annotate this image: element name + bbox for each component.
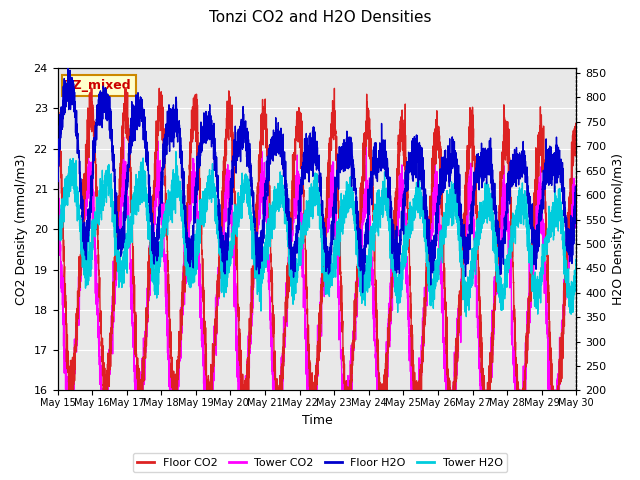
X-axis label: Time: Time: [301, 414, 332, 427]
Y-axis label: H2O Density (mmol/m3): H2O Density (mmol/m3): [612, 153, 625, 305]
Legend: Floor CO2, Tower CO2, Floor H2O, Tower H2O: Floor CO2, Tower CO2, Floor H2O, Tower H…: [133, 453, 507, 472]
Y-axis label: CO2 Density (mmol/m3): CO2 Density (mmol/m3): [15, 154, 28, 305]
Text: TZ_mixed: TZ_mixed: [65, 79, 132, 92]
Text: Tonzi CO2 and H2O Densities: Tonzi CO2 and H2O Densities: [209, 10, 431, 24]
